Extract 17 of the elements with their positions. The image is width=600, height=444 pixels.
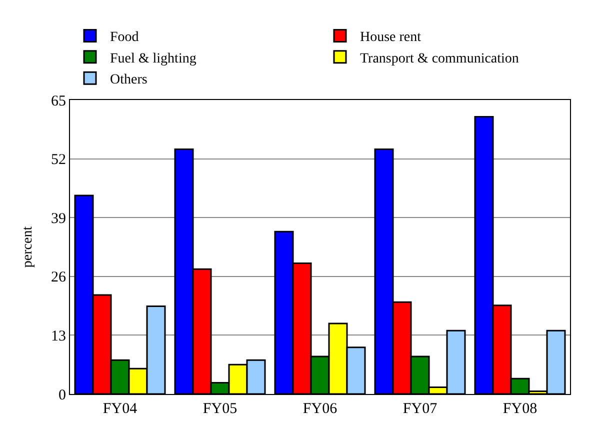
y-tick-label: 52 xyxy=(51,152,66,168)
legend-label: Others xyxy=(110,72,148,88)
y-tick-label: 13 xyxy=(51,328,66,344)
y-tick-label: 0 xyxy=(58,387,66,404)
x-tick-label: FY06 xyxy=(302,401,338,417)
y-tick-label: 65 xyxy=(51,93,66,110)
x-tick-label: FY08 xyxy=(502,401,538,417)
legend-label: House rent xyxy=(360,30,422,46)
y-tick-label: 39 xyxy=(51,210,66,227)
y-tick-label: 26 xyxy=(51,270,66,286)
legend-label: Food xyxy=(110,30,139,46)
y-axis-title: percent xyxy=(20,226,36,268)
x-tick-label: FY05 xyxy=(202,401,238,417)
legend-label: Transport & communication xyxy=(360,51,519,66)
x-tick-label: FY07 xyxy=(402,401,438,417)
legend-label: Fuel & lighting xyxy=(110,51,196,66)
x-tick-label: FY04 xyxy=(102,401,138,417)
